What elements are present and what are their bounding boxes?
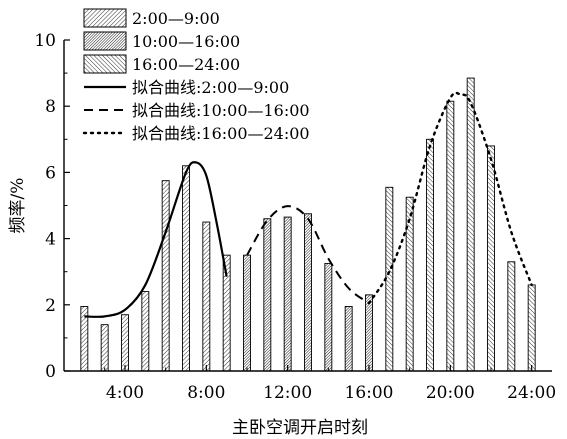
y-tick-label-3: 6 <box>45 163 56 183</box>
x-tick-label-3: 16:00 <box>345 383 394 403</box>
bar-s1-2 <box>283 216 292 372</box>
bar-s1-4 <box>324 262 333 372</box>
y-tick-label-5: 10 <box>34 31 56 51</box>
x-tick-label-5: 24:00 <box>507 383 556 403</box>
legend-label-3: 拟合曲线:2:00—9:00 <box>132 78 289 97</box>
bar-s0-6 <box>202 221 211 372</box>
fit-curve-5 <box>367 91 533 305</box>
bar-s0-4 <box>161 180 170 372</box>
y-tick-label-1: 2 <box>45 296 56 316</box>
bar-s2-2 <box>426 138 434 372</box>
y-tick-label-2: 4 <box>45 230 56 250</box>
bar-s2-6 <box>507 261 516 372</box>
bar-s0-1 <box>100 324 109 372</box>
legend-label-0: 2:00—9:00 <box>132 9 220 28</box>
bar-s1-0 <box>243 254 251 372</box>
bar-s1-5 <box>344 306 353 372</box>
legend-swatch-1 <box>83 31 127 51</box>
legend-label-5: 拟合曲线:16:00—24:00 <box>132 124 310 143</box>
y-tick-label-0: 0 <box>45 362 56 382</box>
x-tick-label-0: 4:00 <box>106 383 144 403</box>
bar-s0-3 <box>141 291 150 372</box>
bar-s2-5 <box>487 145 495 372</box>
x-axis-title: 主卧空调开启时刻 <box>232 418 368 438</box>
legend-label-2: 16:00—24:00 <box>132 55 240 74</box>
legend-label-1: 10:00—16:00 <box>132 32 240 51</box>
bar-s2-7 <box>527 284 536 372</box>
legend-label-4: 拟合曲线:10:00—16:00 <box>132 101 310 120</box>
y-axis-title: 频率/% <box>8 178 28 234</box>
curves-layer <box>84 91 533 318</box>
legend-swatch-2 <box>83 54 127 74</box>
fit-curve-3 <box>84 161 228 318</box>
legend-swatch-0 <box>83 8 127 28</box>
bars-layer <box>80 77 536 372</box>
bar-s2-0 <box>385 186 394 372</box>
bar-s2-3 <box>446 100 455 372</box>
bar-s0-5 <box>182 165 190 372</box>
fit-curve-4 <box>246 205 370 304</box>
bar-s0-2 <box>121 314 129 372</box>
y-tick-label-4: 8 <box>45 97 56 117</box>
x-tick-label-4: 20:00 <box>426 383 475 403</box>
bar-s2-4 <box>466 77 475 372</box>
bar-s1-3 <box>304 213 312 372</box>
bar-s2-1 <box>405 196 414 372</box>
bar-s1-1 <box>263 218 272 372</box>
x-tick-label-1: 8:00 <box>187 383 225 403</box>
axes-layer: 0 2 4 6 8 10 4:00 8:00 12:00 16:00 20:00 24:00 主卧空调开… <box>8 31 556 438</box>
legend: 2:00—9:00 10:00—16:00 16:00—24:00 拟合曲线:2:00… <box>82 8 310 143</box>
x-tick-label-2: 12:00 <box>263 383 312 403</box>
bar-s1-6 <box>365 294 373 372</box>
